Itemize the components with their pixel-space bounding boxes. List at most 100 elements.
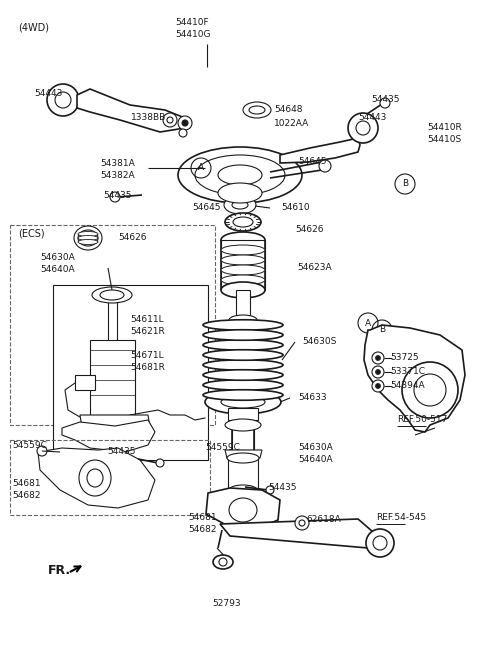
Text: 53371C: 53371C	[390, 368, 425, 376]
Text: B: B	[402, 179, 408, 188]
Text: 54681R: 54681R	[130, 364, 165, 372]
Text: 54410F: 54410F	[175, 18, 209, 27]
Text: FR.: FR.	[48, 563, 71, 576]
Ellipse shape	[227, 453, 259, 463]
Text: 53725: 53725	[390, 353, 419, 363]
Circle shape	[47, 84, 79, 116]
Text: 54682: 54682	[12, 490, 40, 499]
Text: 54671L: 54671L	[130, 351, 164, 361]
Text: 54410G: 54410G	[175, 30, 211, 39]
Ellipse shape	[203, 390, 283, 400]
Circle shape	[167, 117, 173, 123]
Ellipse shape	[203, 370, 283, 380]
Circle shape	[372, 352, 384, 364]
Text: 54630A: 54630A	[298, 443, 333, 451]
Ellipse shape	[203, 340, 283, 350]
Polygon shape	[62, 420, 155, 452]
Ellipse shape	[233, 217, 253, 227]
Circle shape	[299, 520, 305, 526]
Circle shape	[380, 98, 390, 108]
Ellipse shape	[218, 183, 262, 203]
Ellipse shape	[78, 235, 98, 241]
Text: 54640A: 54640A	[40, 265, 74, 274]
Ellipse shape	[203, 319, 283, 331]
Ellipse shape	[221, 265, 265, 275]
Ellipse shape	[243, 102, 271, 118]
Ellipse shape	[221, 255, 265, 265]
Ellipse shape	[249, 106, 265, 114]
Circle shape	[266, 486, 274, 494]
Text: 54645: 54645	[192, 203, 220, 213]
Text: REF.50-517: REF.50-517	[397, 415, 447, 424]
Text: 54394A: 54394A	[390, 381, 425, 391]
Ellipse shape	[92, 287, 132, 303]
Ellipse shape	[74, 226, 102, 250]
Circle shape	[110, 192, 120, 202]
Ellipse shape	[100, 290, 124, 300]
Text: 54633: 54633	[298, 394, 326, 402]
Ellipse shape	[78, 239, 98, 244]
Circle shape	[163, 113, 177, 127]
Text: REF.54-545: REF.54-545	[376, 514, 426, 522]
Text: 54381A: 54381A	[100, 158, 135, 168]
Circle shape	[372, 380, 384, 392]
Circle shape	[219, 558, 227, 566]
Circle shape	[182, 120, 188, 126]
Ellipse shape	[225, 213, 261, 231]
Bar	[10, 225, 215, 425]
Text: 54681: 54681	[188, 514, 216, 522]
Text: 54621R: 54621R	[130, 327, 165, 336]
Text: 54648: 54648	[274, 106, 302, 115]
Circle shape	[37, 446, 47, 456]
Ellipse shape	[229, 498, 257, 522]
Ellipse shape	[221, 245, 265, 255]
Polygon shape	[221, 240, 265, 290]
Text: 54435: 54435	[107, 447, 135, 456]
Circle shape	[295, 516, 309, 530]
Circle shape	[178, 116, 192, 130]
Polygon shape	[364, 325, 465, 432]
Text: A: A	[365, 318, 371, 327]
Ellipse shape	[225, 419, 261, 431]
Text: 1338BB: 1338BB	[131, 113, 166, 123]
Circle shape	[156, 459, 164, 467]
Circle shape	[372, 366, 384, 378]
Circle shape	[375, 383, 381, 389]
Text: 54626: 54626	[118, 233, 146, 243]
Circle shape	[319, 160, 331, 172]
Polygon shape	[206, 488, 280, 528]
Text: 54410S: 54410S	[427, 136, 461, 145]
Ellipse shape	[213, 555, 233, 569]
Polygon shape	[75, 375, 95, 390]
Ellipse shape	[224, 196, 256, 214]
Ellipse shape	[203, 349, 283, 361]
Ellipse shape	[79, 460, 111, 496]
Ellipse shape	[195, 155, 285, 195]
Text: 54443: 54443	[34, 89, 62, 98]
Text: 54611L: 54611L	[130, 316, 164, 325]
Text: 54410R: 54410R	[427, 123, 462, 132]
Circle shape	[375, 370, 381, 374]
Polygon shape	[225, 450, 262, 458]
Text: 54610: 54610	[281, 203, 310, 213]
Text: 54681: 54681	[12, 479, 41, 488]
Text: 54443: 54443	[358, 113, 386, 123]
Text: A: A	[198, 164, 204, 173]
Polygon shape	[232, 420, 254, 450]
Text: 54382A: 54382A	[100, 171, 134, 179]
Text: 54559C: 54559C	[205, 443, 240, 451]
Text: 54645: 54645	[298, 156, 326, 166]
Text: 52793: 52793	[212, 599, 240, 608]
Bar	[53, 285, 208, 460]
Ellipse shape	[232, 201, 248, 209]
Circle shape	[366, 529, 394, 557]
Ellipse shape	[203, 360, 283, 370]
Ellipse shape	[229, 315, 257, 325]
Ellipse shape	[221, 282, 265, 298]
Bar	[10, 440, 210, 515]
Text: (ECS): (ECS)	[18, 228, 45, 238]
Text: 54559C: 54559C	[12, 441, 47, 449]
Circle shape	[356, 121, 370, 135]
Text: (4WD): (4WD)	[18, 22, 49, 32]
Polygon shape	[38, 448, 155, 508]
